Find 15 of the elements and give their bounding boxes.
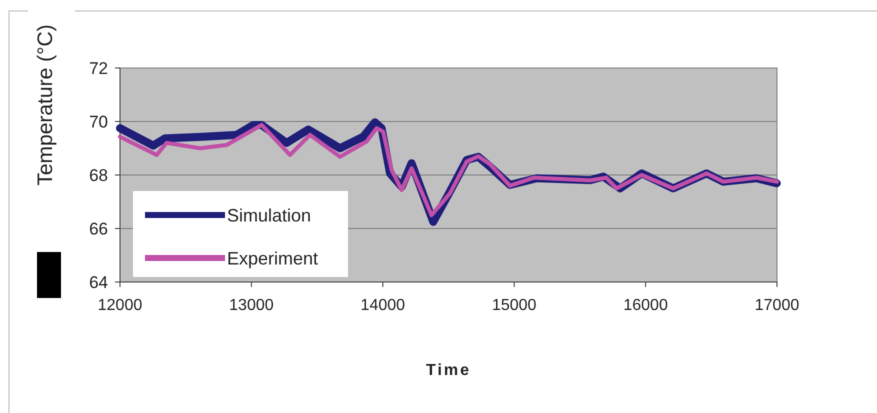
legend-label: Simulation (227, 205, 312, 226)
x-tick-label: 12000 (98, 297, 142, 314)
y-tick-label: 70 (89, 112, 108, 132)
x-tick-label: 17000 (754, 297, 800, 314)
x-tick-label: 13000 (229, 297, 274, 314)
y-axis-title: Temperature (°C) (34, 24, 57, 186)
y-tick-label: 68 (89, 166, 108, 185)
legend-label: Experiment (227, 248, 318, 268)
x-tick-label: 14000 (360, 297, 406, 314)
y-tick-label: 66 (89, 219, 108, 238)
x-tick-label: 15000 (492, 297, 537, 314)
x-tick-label: 16000 (623, 297, 668, 314)
y-tick-label: 72 (89, 58, 108, 78)
x-axis-title: Time (426, 362, 472, 379)
y-tick-label: 64 (89, 272, 108, 292)
